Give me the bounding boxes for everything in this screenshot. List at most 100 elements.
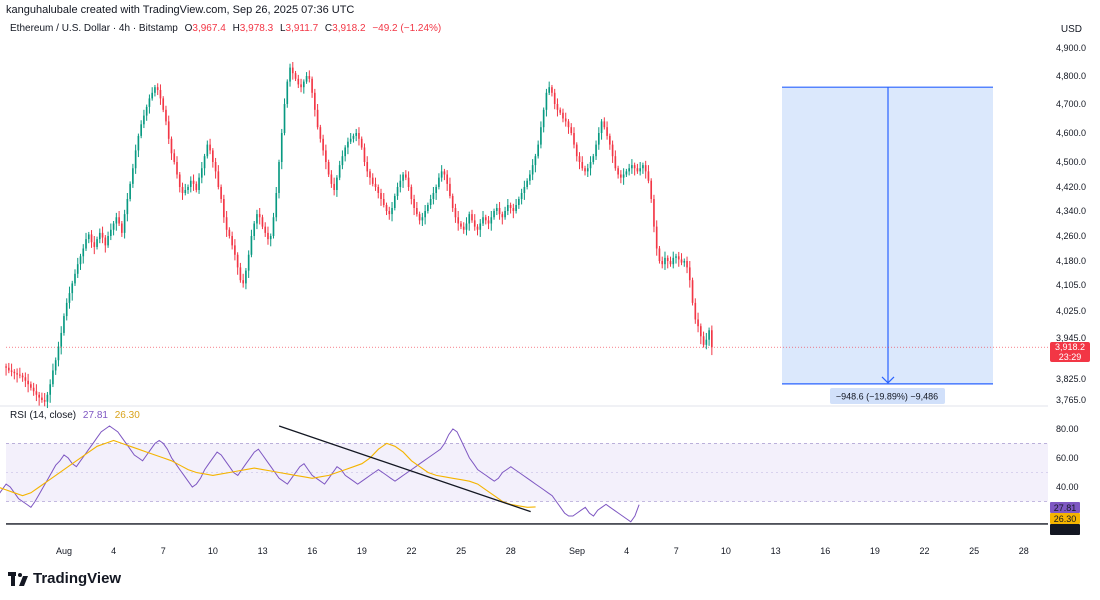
candle-body <box>27 380 29 385</box>
candle-body <box>87 234 90 240</box>
candle-body <box>416 208 418 215</box>
candle-body <box>305 76 308 82</box>
currency-label[interactable]: USD <box>1060 24 1082 35</box>
candle-body <box>393 196 396 208</box>
candle-body <box>85 239 87 249</box>
candle-body <box>107 236 109 246</box>
candle-body <box>410 187 413 199</box>
candle-body <box>468 214 471 224</box>
measure-label-bg <box>830 388 945 404</box>
candle-body <box>421 217 424 221</box>
symbol-name[interactable]: Ethereum / U.S. Dollar · 4h · Bitstamp <box>10 23 178 34</box>
candle-body <box>501 214 504 218</box>
candle-body <box>167 121 170 139</box>
rsi-line <box>0 425 640 523</box>
candle-body <box>137 135 140 151</box>
candle-body <box>325 150 327 162</box>
candle-body <box>35 391 38 395</box>
candle-body <box>443 171 446 175</box>
candle-body <box>391 208 393 215</box>
candle-body <box>289 67 291 82</box>
candle-body <box>666 257 669 261</box>
candle-body <box>429 199 432 205</box>
candle-body <box>13 371 16 374</box>
tradingview-logo[interactable]: TradingView <box>8 570 121 587</box>
rsi-trendline <box>278 425 531 513</box>
candle-body <box>551 87 553 93</box>
candle-body <box>609 135 611 145</box>
candle-body <box>65 302 68 317</box>
candle-body <box>526 180 528 187</box>
candle-body <box>308 76 311 79</box>
candle-body <box>449 183 451 196</box>
candle-body <box>148 98 151 107</box>
created-by-text: kanguhalubale created with TradingView.c… <box>6 4 355 16</box>
rsi-ma-value: 26.30 <box>114 410 140 421</box>
candle-body <box>261 217 264 227</box>
candle-body <box>162 98 165 110</box>
time-tick-label: 10 <box>208 546 218 556</box>
candle-body <box>559 109 562 113</box>
candle-body <box>267 232 269 240</box>
candle-body <box>573 133 575 145</box>
candle-body <box>661 261 664 265</box>
candle-body <box>509 205 512 208</box>
candle-body <box>595 144 597 157</box>
candle-body <box>347 141 349 148</box>
candle-body <box>19 374 21 376</box>
candle-body <box>407 177 410 187</box>
candle-body <box>60 332 63 347</box>
price-tick-label: 4,700.0 <box>1056 99 1086 109</box>
rsi-value-tag <box>1050 502 1080 513</box>
candle-body <box>540 127 542 145</box>
open-value: 3,967.4 <box>192 23 226 34</box>
candle-body <box>617 168 619 175</box>
candle-body <box>21 375 24 378</box>
candle-body <box>451 196 454 208</box>
candle-body <box>581 162 584 169</box>
candle-body <box>212 150 214 162</box>
candle-body <box>143 115 145 125</box>
candle-body <box>592 156 595 162</box>
candle-body <box>10 370 13 372</box>
time-tick-label: 13 <box>771 546 781 556</box>
time-tick-label: 25 <box>456 546 466 556</box>
candle-body <box>664 257 666 265</box>
close-value: 3,918.2 <box>332 23 366 34</box>
candle-body <box>159 90 162 99</box>
rsi-ma-tag <box>1050 513 1080 524</box>
candle-body <box>68 293 71 303</box>
low-label: L <box>279 23 286 34</box>
candle-body <box>16 373 18 375</box>
candle-body <box>24 377 27 381</box>
candle-body <box>242 280 244 284</box>
support-value-tag <box>1050 524 1080 535</box>
candle-body <box>245 270 247 284</box>
candle-body <box>76 264 79 274</box>
candle-body <box>209 144 211 151</box>
candle-body <box>57 346 60 361</box>
candle-body <box>280 133 283 162</box>
time-tick-label: 7 <box>674 546 679 556</box>
candle-body <box>223 199 225 218</box>
rsi-title[interactable]: RSI (14, close) <box>10 410 77 421</box>
candle-body <box>655 226 658 249</box>
candle-body <box>457 217 460 224</box>
candle-body <box>680 259 683 263</box>
candle-body <box>424 211 426 218</box>
candle-body <box>385 205 388 211</box>
candle-body <box>620 174 622 178</box>
candle-body <box>93 242 96 247</box>
candle-body <box>584 168 586 172</box>
candle-body <box>518 199 520 205</box>
candle-body <box>189 180 192 187</box>
candle-body <box>63 316 65 333</box>
candle-body <box>553 92 556 104</box>
candle-body <box>507 205 509 211</box>
price-tick-label: 4,900.0 <box>1056 43 1086 53</box>
candle-body <box>176 162 178 175</box>
candle-body <box>49 384 52 395</box>
candle-body <box>404 174 407 178</box>
candle-body <box>708 330 710 340</box>
